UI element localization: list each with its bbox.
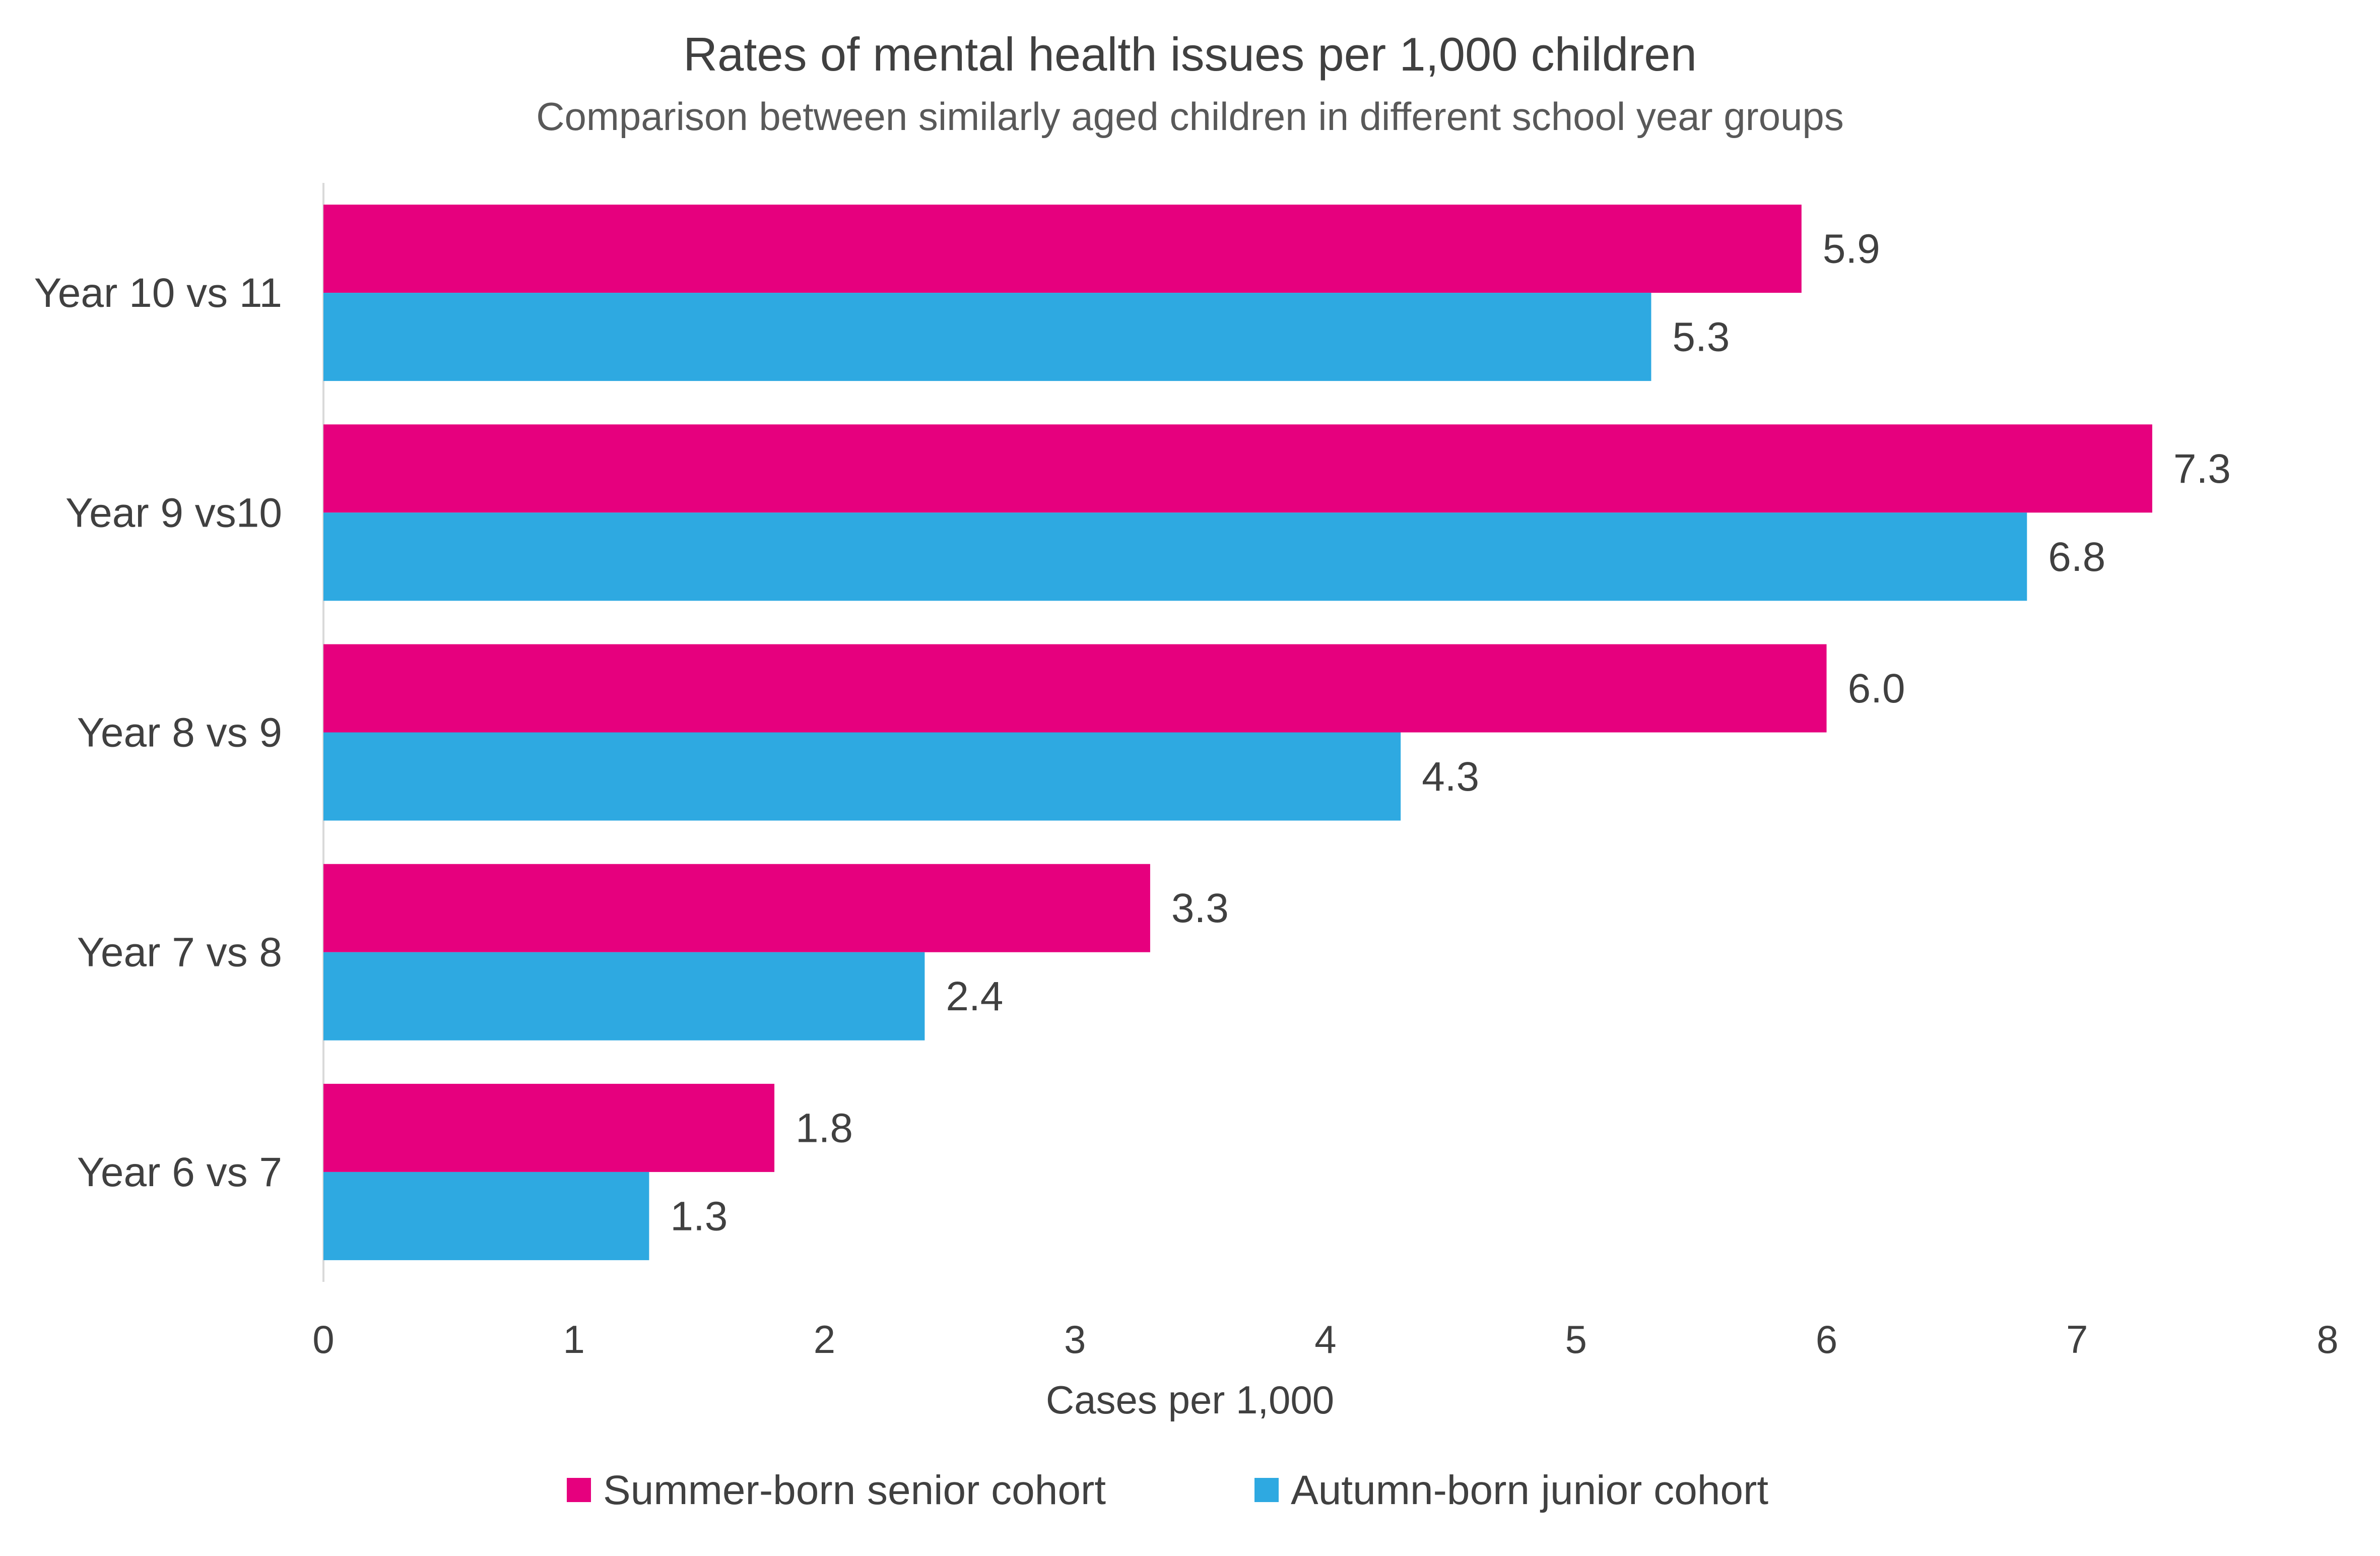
legend: Summer-born senior cohort Autumn-born jun… — [567, 1467, 1768, 1513]
category-label: Year 7 vs 8 — [77, 930, 282, 976]
category-label: Year 6 vs 7 — [77, 1149, 282, 1195]
data-label: 7.3 — [2173, 446, 2231, 492]
data-label: 5.3 — [1672, 314, 1730, 360]
bar-autumn-born — [323, 952, 925, 1041]
x-tick-label: 8 — [2317, 1317, 2338, 1362]
plot-area: 0 1 2 3 4 5 6 7 8 Year 10 vs 11 5.9 5.3 Year 9 vs10 7… — [34, 183, 2339, 1362]
x-tick-label: 0 — [312, 1317, 334, 1362]
legend-label: Autumn-born junior cohort — [1291, 1467, 1768, 1513]
category-label: Year 10 vs 11 — [34, 270, 282, 316]
data-label: 2.4 — [946, 974, 1003, 1019]
x-tick-label: 1 — [563, 1317, 585, 1362]
legend-swatch — [567, 1478, 591, 1502]
data-label: 3.3 — [1171, 885, 1229, 931]
x-tick-label: 6 — [1816, 1317, 1837, 1362]
data-label: 5.9 — [1823, 226, 1880, 272]
bar-summer-born — [323, 424, 2152, 513]
x-tick-label: 2 — [814, 1317, 835, 1362]
bar-autumn-born — [323, 293, 1651, 381]
legend-label: Summer-born senior cohort — [603, 1467, 1106, 1513]
x-tick-label: 5 — [1565, 1317, 1587, 1362]
data-label: 6.0 — [1848, 666, 1905, 711]
legend-swatch — [1254, 1478, 1279, 1502]
category-label: Year 8 vs 9 — [77, 710, 282, 756]
chart-title: Rates of mental health issues per 1,000 … — [683, 28, 1697, 81]
bar-autumn-born — [323, 732, 1401, 821]
bar-autumn-born — [323, 512, 2027, 601]
bar-summer-born — [323, 644, 1827, 733]
x-tick-label: 7 — [2066, 1317, 2088, 1362]
data-label: 1.3 — [670, 1193, 728, 1239]
x-tick-label: 4 — [1314, 1317, 1336, 1362]
data-label: 4.3 — [1422, 754, 1479, 800]
data-label: 1.8 — [796, 1105, 853, 1151]
bar-summer-born — [323, 205, 1802, 293]
x-tick-label: 3 — [1064, 1317, 1086, 1362]
x-axis-label: Cases per 1,000 — [1046, 1378, 1334, 1422]
bar-summer-born — [323, 1083, 775, 1172]
category-label: Year 9 vs10 — [65, 490, 282, 536]
bar-summer-born — [323, 864, 1150, 952]
bar-autumn-born — [323, 1172, 649, 1260]
chart-subtitle: Comparison between similarly aged childr… — [536, 94, 1844, 139]
data-label: 6.8 — [2048, 534, 2105, 580]
